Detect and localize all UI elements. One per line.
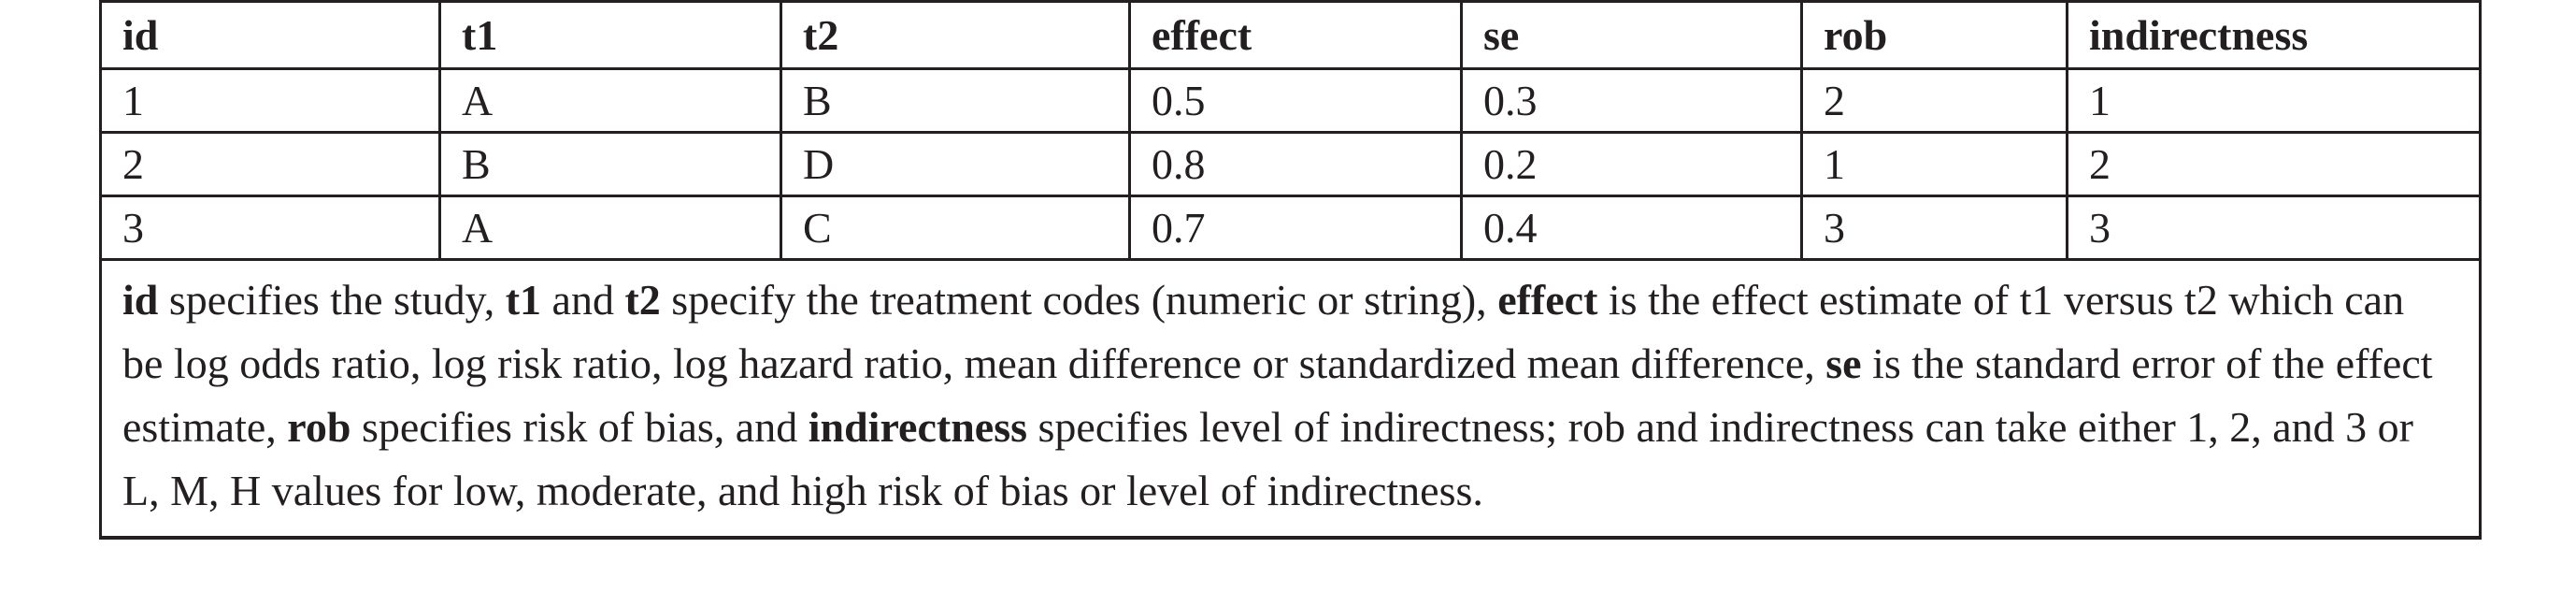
cell-rob: 2 [1800, 67, 2068, 134]
table-row: 3 A C 0.7 0.4 3 3 [99, 195, 2482, 261]
note-text: specifies the study, [158, 276, 506, 324]
data-table: id t1 t2 effect se rob indirectness 1 A … [99, 0, 2482, 540]
cell-t2: B [780, 67, 1131, 134]
note-text: specifies risk of bias, and [351, 403, 809, 451]
header-indirectness: indirectness [2066, 0, 2482, 70]
note-text: and [541, 276, 625, 324]
term-effect: effect [1497, 276, 1598, 324]
cell-se: 0.3 [1460, 67, 1803, 134]
header-id: id [99, 0, 441, 70]
cell-id: 1 [99, 67, 441, 134]
cell-effect: 0.8 [1128, 131, 1463, 197]
cell-t1: A [438, 195, 782, 261]
header-rob: rob [1800, 0, 2068, 70]
term-t1: t1 [505, 276, 542, 324]
table-row: 2 B D 0.8 0.2 1 2 [99, 131, 2482, 197]
table-note: id specifies the study, t1 and t2 specif… [99, 258, 2482, 540]
cell-rob: 1 [1800, 131, 2068, 197]
cell-rob: 3 [1800, 195, 2068, 261]
cell-se: 0.4 [1460, 195, 1803, 261]
data-table-container: id t1 t2 effect se rob indirectness 1 A … [99, 0, 2482, 540]
note-text: is the effect estimate of t1 versus t2 w… [122, 276, 2405, 387]
cell-id: 2 [99, 131, 441, 197]
term-id: id [122, 276, 159, 324]
cell-t2: D [780, 131, 1131, 197]
table-note-row: id specifies the study, t1 and t2 specif… [99, 258, 2482, 540]
term-se: se [1825, 339, 1862, 387]
cell-t2: C [780, 195, 1131, 261]
term-rob: rob [287, 403, 351, 451]
table-row: 1 A B 0.5 0.3 2 1 [99, 67, 2482, 134]
cell-t1: B [438, 131, 782, 197]
note-text: specify the treatment codes (numeric or … [660, 276, 1498, 324]
term-indirectness: indirectness [808, 403, 1028, 451]
cell-indirectness: 1 [2066, 67, 2482, 134]
cell-effect: 0.5 [1128, 67, 1463, 134]
cell-effect: 0.7 [1128, 195, 1463, 261]
note-text: is the standard error of the effect esti… [122, 339, 2433, 451]
cell-se: 0.2 [1460, 131, 1803, 197]
header-t1: t1 [438, 0, 782, 70]
table-header-row: id t1 t2 effect se rob indirectness [99, 0, 2482, 70]
cell-id: 3 [99, 195, 441, 261]
term-t2: t2 [624, 276, 661, 324]
header-se: se [1460, 0, 1803, 70]
header-effect: effect [1128, 0, 1463, 70]
note-text: specifies level of indirectness; rob and… [122, 403, 2413, 514]
cell-indirectness: 2 [2066, 131, 2482, 197]
cell-indirectness: 3 [2066, 195, 2482, 261]
cell-t1: A [438, 67, 782, 134]
header-t2: t2 [780, 0, 1131, 70]
